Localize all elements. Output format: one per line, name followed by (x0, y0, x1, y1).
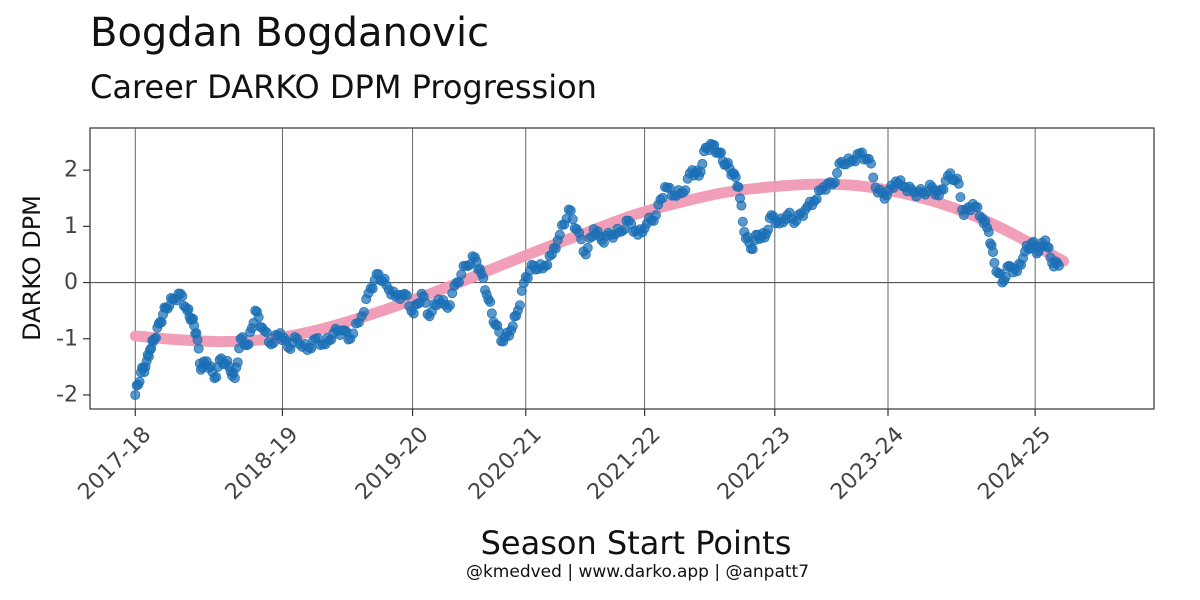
data-point (737, 216, 748, 227)
data-points-group (130, 138, 1064, 400)
data-point (1043, 242, 1054, 253)
data-point (134, 376, 145, 387)
data-point (514, 300, 525, 311)
data-point (261, 327, 272, 338)
x-axis-title: Season Start Points (481, 524, 792, 562)
data-point (989, 257, 1000, 268)
data-point (243, 339, 254, 350)
data-point (747, 244, 758, 255)
data-point (697, 158, 708, 169)
x-tick-label: 2022-23 (713, 422, 796, 505)
chart-subtitle: Career DARKO DPM Progression (90, 68, 597, 106)
data-point (983, 226, 994, 237)
y-axis: -2 -1 0 1 2 (56, 158, 90, 407)
data-point (650, 210, 661, 221)
data-point (1000, 271, 1011, 282)
x-axis: 2017-18 2018-19 2019-20 2020-21 2021-22 2022-… (74, 409, 1056, 505)
plot-panel (89, 127, 1155, 410)
data-point (716, 147, 727, 158)
x-tick-label: 2017-18 (74, 422, 157, 505)
data-point (972, 202, 983, 213)
data-point (832, 168, 843, 179)
data-point (938, 184, 949, 195)
data-point (485, 296, 496, 307)
data-point (657, 192, 668, 203)
data-point (486, 308, 497, 319)
data-point (576, 234, 587, 245)
data-point (193, 343, 204, 354)
data-point (763, 224, 774, 235)
data-point (565, 205, 576, 216)
data-point (1053, 260, 1064, 271)
data-point (582, 242, 593, 253)
data-point (953, 178, 964, 189)
data-point (868, 172, 879, 183)
data-point (408, 308, 419, 319)
data-point (444, 300, 455, 311)
chart-caption: @kmedved | www.darko.app | @anpatt7 (465, 562, 810, 582)
chart-title: Bogdan Bogdanovic (90, 10, 490, 56)
x-tick-label: 2021-22 (583, 422, 666, 505)
y-tick-label: 2 (64, 158, 78, 183)
data-point (811, 194, 822, 205)
data-point (420, 297, 431, 308)
data-point (680, 185, 691, 196)
data-point (358, 306, 369, 317)
data-point (150, 332, 161, 343)
data-point (733, 182, 744, 193)
data-point (507, 321, 518, 332)
data-point (367, 283, 378, 294)
data-point (348, 328, 359, 339)
data-point (177, 291, 188, 302)
data-point (478, 272, 489, 283)
x-tick-label: 2023-24 (826, 422, 909, 505)
data-point (554, 229, 565, 240)
y-tick-label: 0 (64, 270, 78, 295)
data-point (987, 247, 998, 258)
x-tick-label: 2018-19 (221, 422, 304, 505)
y-tick-label: -2 (56, 382, 78, 407)
data-point (542, 260, 553, 271)
data-point (130, 389, 141, 400)
data-point (955, 192, 966, 203)
data-point (550, 243, 561, 254)
y-axis-title: DARKO DPM (18, 195, 46, 341)
x-tick-label: 2024-25 (973, 422, 1056, 505)
data-point (730, 172, 741, 183)
data-point (736, 200, 747, 211)
y-tick-label: 1 (64, 214, 78, 239)
data-point (456, 269, 467, 280)
data-point (401, 290, 412, 301)
x-tick-label: 2019-20 (351, 422, 434, 505)
y-tick-label: -1 (56, 326, 78, 351)
data-point (232, 357, 243, 368)
data-point (229, 373, 240, 384)
data-point (567, 214, 578, 225)
data-point (253, 312, 264, 323)
data-point (192, 334, 203, 345)
x-tick-label: 2020-21 (464, 422, 547, 505)
data-point (866, 158, 877, 169)
data-point (829, 177, 840, 188)
data-point (211, 372, 222, 383)
